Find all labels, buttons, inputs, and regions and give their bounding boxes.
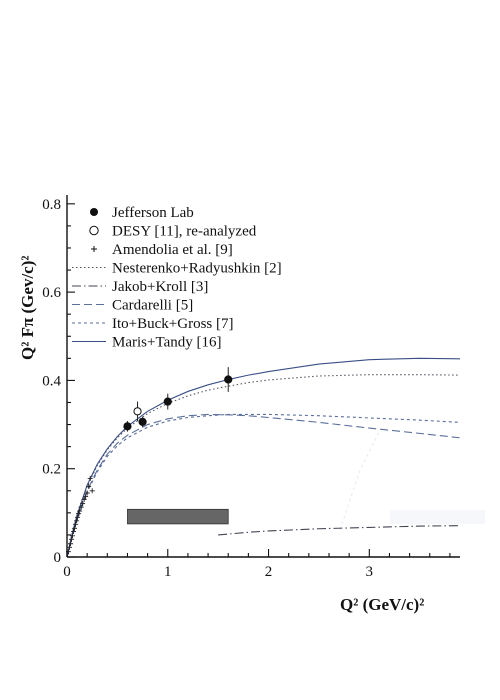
legend-label: Jefferson Lab	[112, 205, 194, 221]
y-axis-title: Q² Fπ (Gev/c)²	[18, 256, 37, 360]
legend-entry: Cardarelli [5]	[72, 298, 193, 314]
legend-entry: Maris+Tandy [16]	[72, 335, 221, 351]
legend-label: DESY [11], re-analyzed	[112, 224, 257, 240]
legend-label: Nesterenko+Radyushkin [2]	[112, 261, 282, 277]
data-point	[84, 490, 90, 496]
data-point	[70, 533, 76, 539]
y-tick-label: 0.2	[42, 462, 61, 478]
systematic-uncertainty-box	[127, 508, 229, 525]
data-point	[81, 497, 87, 503]
x-tick-label: 3	[366, 564, 374, 580]
data-point	[76, 511, 82, 517]
legend-label: Amendolia et al. [9]	[112, 242, 233, 258]
data-point	[86, 483, 92, 489]
plot-area	[66, 357, 461, 558]
y-tick-label: 0.8	[42, 197, 61, 213]
data-point	[89, 488, 95, 494]
legend-label: Cardarelli [5]	[112, 298, 193, 314]
data-point	[123, 422, 132, 431]
data-point	[78, 504, 84, 510]
data-point	[224, 375, 233, 384]
data-point	[87, 475, 93, 481]
data-point	[74, 518, 80, 524]
legend-entry: Jefferson Lab	[90, 205, 194, 221]
series-line	[66, 413, 461, 558]
data-point	[77, 508, 83, 514]
y-tick-label: 0.4	[42, 373, 61, 389]
data-point	[68, 541, 74, 547]
data-point	[163, 397, 172, 406]
data-point	[71, 528, 77, 534]
x-tick-label: 2	[265, 564, 273, 580]
data-point	[80, 501, 86, 507]
series-line	[218, 525, 461, 536]
legend-marker	[89, 225, 99, 236]
data-point	[69, 536, 75, 542]
series-line	[66, 374, 461, 558]
legend-entry: Jakob+Kroll [3]	[72, 279, 208, 295]
y-tick-label: 0	[54, 550, 62, 566]
legend-marker	[91, 246, 97, 252]
x-tick-label: 0	[63, 564, 71, 580]
legend-entry: Amendolia et al. [9]	[91, 242, 233, 258]
legend-entry: DESY [11], re-analyzed	[89, 224, 257, 240]
x-tick-label: 1	[164, 564, 172, 580]
x-axis-title: Q² (GeV/c)²	[340, 595, 424, 614]
data-point	[73, 521, 79, 527]
data-point	[75, 514, 81, 520]
data-point	[67, 544, 73, 550]
y-tick-label: 0.6	[42, 285, 61, 301]
axes: 0 1 2 3 0 0.2 0.4 0.6 0.8 Q² (GeV/c)² Q² Fπ (Gev/c…	[18, 195, 460, 614]
legend-label: Jakob+Kroll [3]	[112, 279, 208, 295]
legend-label: Maris+Tandy [16]	[112, 335, 221, 351]
legend-label: Ito+Buck+Gross [7]	[112, 316, 234, 332]
series-line	[66, 357, 461, 558]
data-point	[133, 407, 142, 416]
legend: Jefferson Lab DESY [11], re-analyzed Amend…	[72, 205, 282, 351]
data-point	[72, 525, 78, 531]
data-point	[138, 417, 147, 427]
data-point	[83, 494, 89, 500]
legend-entry: Ito+Buck+Gross [7]	[72, 316, 234, 332]
legend-entry: Nesterenko+Radyushkin [2]	[72, 261, 282, 277]
legend-marker	[90, 208, 98, 216]
